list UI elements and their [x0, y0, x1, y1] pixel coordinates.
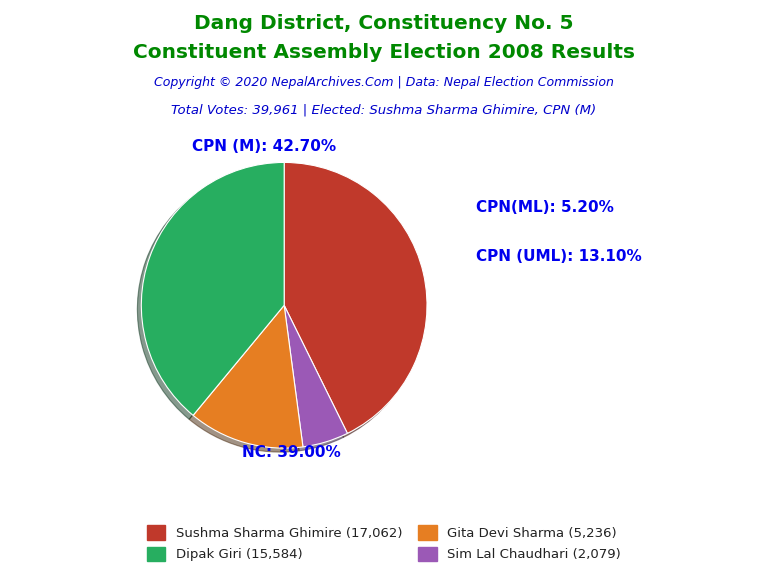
- Wedge shape: [141, 162, 284, 415]
- Wedge shape: [193, 305, 303, 448]
- Text: Dang District, Constituency No. 5: Dang District, Constituency No. 5: [194, 14, 574, 33]
- Legend: Sushma Sharma Ghimire (17,062), Dipak Giri (15,584), Gita Devi Sharma (5,236), S: Sushma Sharma Ghimire (17,062), Dipak Gi…: [141, 520, 627, 567]
- Text: Total Votes: 39,961 | Elected: Sushma Sharma Ghimire, CPN (M): Total Votes: 39,961 | Elected: Sushma Sh…: [171, 104, 597, 117]
- Text: CPN (UML): 13.10%: CPN (UML): 13.10%: [476, 249, 642, 264]
- Wedge shape: [284, 162, 427, 433]
- Text: NC: 39.00%: NC: 39.00%: [243, 445, 341, 460]
- Text: CPN(ML): 5.20%: CPN(ML): 5.20%: [476, 200, 614, 215]
- Text: Constituent Assembly Election 2008 Results: Constituent Assembly Election 2008 Resul…: [133, 43, 635, 62]
- Text: CPN (M): 42.70%: CPN (M): 42.70%: [192, 139, 336, 154]
- Wedge shape: [284, 305, 347, 447]
- Text: Copyright © 2020 NepalArchives.Com | Data: Nepal Election Commission: Copyright © 2020 NepalArchives.Com | Dat…: [154, 76, 614, 89]
